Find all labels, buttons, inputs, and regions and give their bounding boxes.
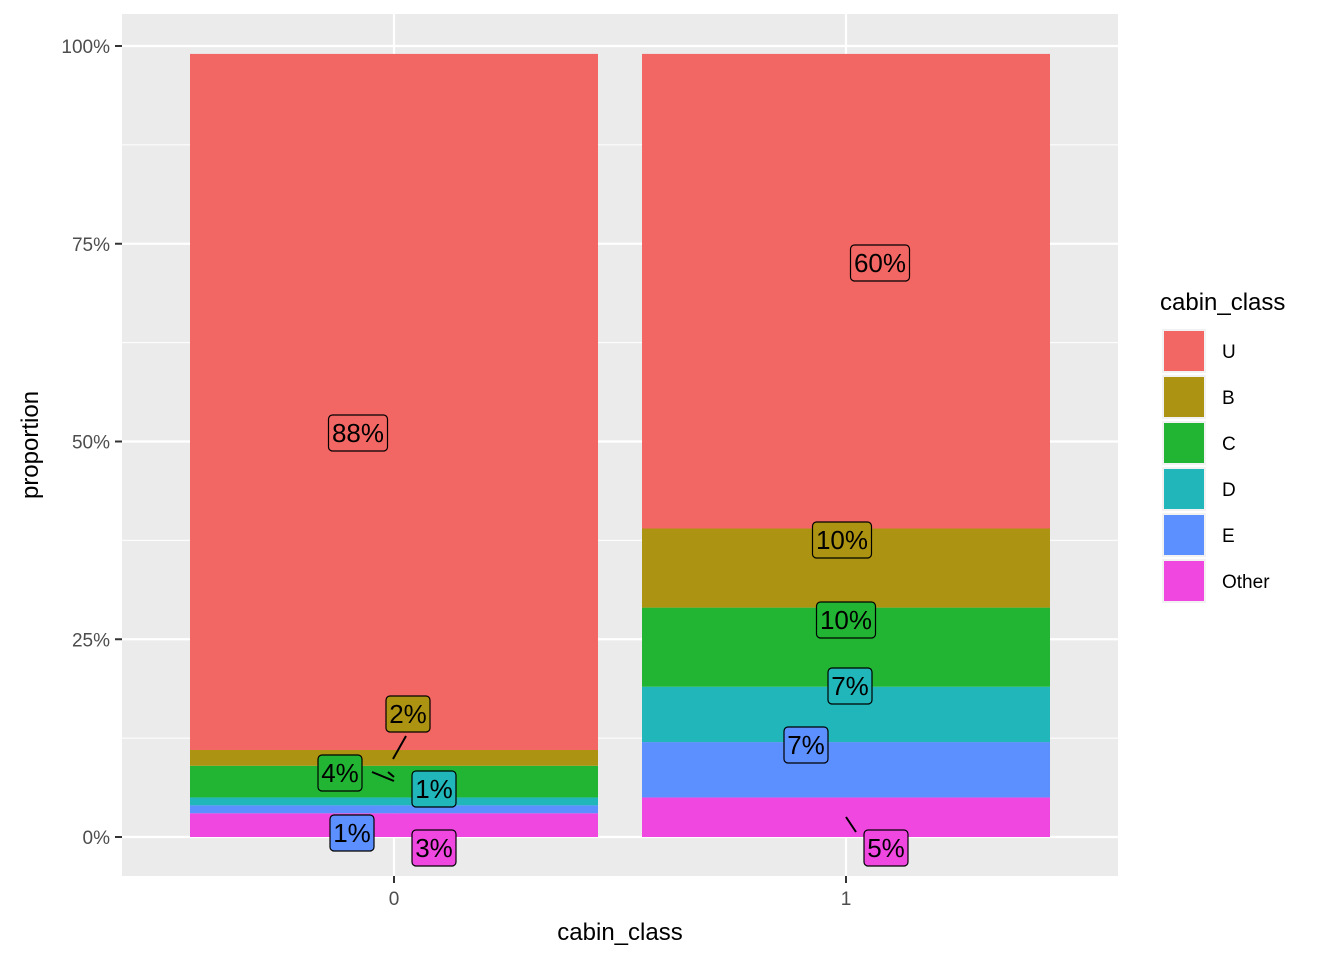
x-tick-label: 1 — [841, 889, 852, 910]
y-tick-label: 100% — [61, 37, 110, 58]
legend-swatch-d — [1164, 469, 1204, 509]
data-labels: 3% 1% 1% 4% 2% 88% 5% 7%7% 10% 10% 60% — [317, 244, 911, 867]
legend-swatch-e — [1164, 515, 1204, 555]
data-label-b-1: 10% — [816, 525, 868, 555]
legend-title: cabin_class — [1160, 289, 1285, 316]
data-label-box-u — [327, 414, 389, 452]
data-label-b-0: 2% — [389, 699, 427, 729]
data-label-box-c — [317, 754, 363, 792]
label-leader-line — [387, 771, 395, 778]
label-leader-line — [845, 816, 857, 833]
data-label-box-other — [863, 829, 909, 867]
data-label-c-1: 10% — [820, 605, 872, 635]
data-label-c-0: 4% — [321, 758, 359, 788]
legend-label-b: B — [1222, 388, 1235, 409]
legend: cabin_class U B C D E Other — [1160, 289, 1285, 603]
data-label-e-1: 7% — [787, 730, 825, 760]
y-tick-label: 50% — [72, 433, 110, 454]
data-label-box-e — [329, 814, 375, 852]
bar-segment-e-0 — [190, 805, 598, 814]
data-label-other-0: 3% — [415, 833, 453, 863]
y-axis-title: proportion — [17, 391, 44, 499]
data-label-box-b — [385, 695, 431, 733]
data-label-other-1: 5% — [867, 833, 905, 863]
y-tick-label: 75% — [72, 235, 110, 256]
bar-segment-other-0 — [190, 813, 598, 837]
x-tick-label: 0 — [389, 889, 400, 910]
legend-label-other: Other — [1222, 572, 1270, 593]
bars — [190, 53, 1050, 837]
data-label-box-u — [849, 244, 911, 282]
bar-segment-c-0 — [190, 765, 598, 798]
legend-swatch-b — [1164, 377, 1204, 417]
data-label-box-d — [411, 770, 457, 808]
data-label-box-other — [411, 829, 457, 867]
axes: 0% 25% 50% 75% 100% 0 1 — [61, 37, 851, 910]
data-label-d-1: 7% — [831, 671, 869, 701]
legend-label-d: D — [1222, 480, 1236, 501]
data-label-u-1: 60% — [854, 248, 906, 278]
x-axis-title: cabin_class — [557, 919, 682, 946]
bar-segment-u-0 — [190, 53, 598, 750]
data-label-e-0: 1% — [333, 818, 371, 848]
bar-segment-d-0 — [190, 797, 598, 806]
legend-swatch-c — [1164, 423, 1204, 463]
legend-label-u: U — [1222, 342, 1236, 363]
legend-label-c: C — [1222, 434, 1236, 455]
legend-swatch-other — [1164, 561, 1204, 601]
y-tick-label: 0% — [83, 828, 111, 849]
legend-swatch-u — [1164, 331, 1204, 371]
data-label-box-e — [783, 726, 829, 764]
label-leader-line — [371, 771, 395, 782]
data-label-u-0: 88% — [332, 418, 384, 448]
bar-segment-e-1 — [642, 742, 1050, 798]
bar-segment-u-1 — [642, 53, 1050, 529]
data-label-box-d — [827, 667, 873, 705]
label-leader-line — [392, 735, 407, 760]
legend-label-e: E — [1222, 526, 1235, 547]
data-label-box-b — [811, 521, 873, 559]
data-label-d-0: 1% — [415, 774, 453, 804]
y-tick-label: 25% — [72, 630, 110, 651]
data-label-box-c — [815, 601, 877, 639]
